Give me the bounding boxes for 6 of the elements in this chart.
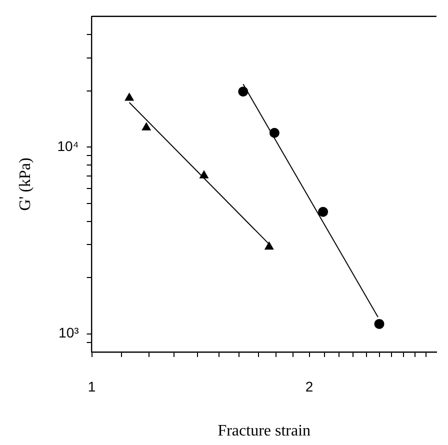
y-axis-title: G' (kPa) [16, 158, 34, 211]
y-tick-label: 10⁴ [57, 138, 79, 154]
x-tick-label: 1 [88, 378, 96, 394]
y-tick-label: 10³ [58, 324, 80, 341]
x-tick-label: 2 [305, 378, 314, 394]
x-axis-title: Fracture strain [218, 422, 311, 440]
